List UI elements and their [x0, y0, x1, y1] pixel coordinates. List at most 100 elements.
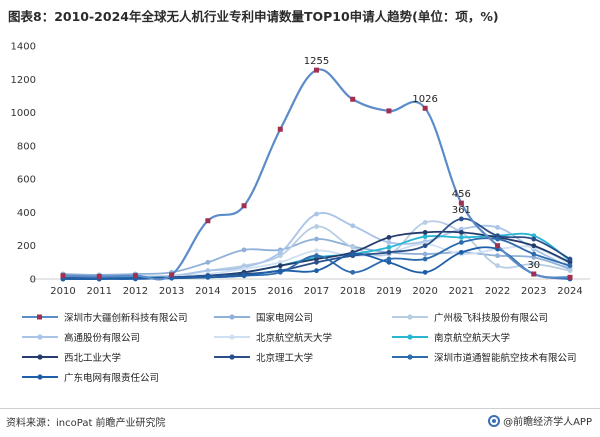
- x-tick-label: 2024: [557, 286, 582, 297]
- data-point: [60, 273, 66, 279]
- legend-swatch: [22, 314, 58, 320]
- data-point: [567, 274, 573, 280]
- data-point: [422, 269, 428, 275]
- legend-label: 北京航空航天大学: [256, 333, 333, 344]
- data-point: [314, 248, 319, 254]
- chart-legend: 深圳市大疆创新科技有限公司 国家电网公司 广州极飞科技股份有限公司 高通股份有限公司北…: [20, 310, 595, 384]
- legend-item: 国家电网公司: [212, 310, 390, 324]
- data-point: [241, 203, 247, 209]
- data-point: [567, 268, 573, 274]
- source-note: 资料来源：incoPat 前瞻产业研究院: [6, 418, 166, 429]
- legend-item: 北京理工大学: [212, 350, 390, 364]
- data-point: [132, 273, 138, 279]
- data-point: [314, 253, 319, 259]
- data-point: [96, 274, 102, 280]
- legend-swatch: [392, 314, 428, 320]
- data-point: [531, 251, 537, 257]
- data-point: [495, 253, 500, 259]
- data-point: [531, 233, 537, 239]
- legend-item: 北京航空航天大学: [212, 330, 390, 344]
- legend-swatch: [392, 334, 428, 340]
- x-tick-label: 2022: [485, 286, 510, 297]
- brand-text: @前瞻经济学人APP: [503, 417, 592, 428]
- legend-label: 深圳市大疆创新科技有限公司: [64, 313, 188, 324]
- data-point: [205, 268, 211, 274]
- y-tick-label: 1200: [11, 75, 36, 86]
- data-point: [567, 256, 573, 262]
- x-tick-label: 2012: [123, 286, 148, 297]
- data-point: [458, 234, 464, 240]
- data-point: [277, 249, 283, 255]
- x-tick-label: 2017: [304, 286, 329, 297]
- x-tick-label: 2015: [231, 286, 256, 297]
- legend-swatch: [214, 314, 250, 320]
- legend-item: 深圳市大疆创新科技有限公司: [20, 310, 212, 324]
- y-tick-label: 200: [17, 241, 36, 252]
- data-point: [531, 236, 537, 242]
- data-point: [386, 244, 392, 250]
- data-point: [422, 105, 428, 111]
- data-label: 361: [452, 205, 471, 216]
- legend-swatch: [22, 334, 58, 340]
- y-tick-label: 800: [17, 141, 36, 152]
- brand-logo-icon: [488, 414, 501, 427]
- data-label: 1255: [304, 56, 329, 67]
- series-line: [62, 212, 571, 278]
- legend-swatch: [214, 354, 250, 360]
- data-point: [422, 234, 428, 239]
- data-point: [422, 230, 428, 235]
- data-point: [350, 96, 356, 102]
- data-point: [350, 251, 356, 257]
- data-point: [314, 211, 319, 217]
- legend-swatch: [22, 374, 58, 380]
- y-tick-label: 1000: [11, 108, 36, 119]
- chart-title: 图表8：2010-2024年全球无人机行业专利申请数量TOP10申请人趋势(单位…: [8, 9, 499, 24]
- data-point: [314, 268, 319, 274]
- data-point: [386, 256, 392, 262]
- data-point: [205, 274, 211, 280]
- data-point: [422, 220, 428, 225]
- data-point: [314, 256, 319, 262]
- data-point: [314, 224, 319, 229]
- data-point: [277, 253, 283, 259]
- data-point: [241, 247, 247, 253]
- data-point: [241, 273, 247, 279]
- data-point: [314, 259, 319, 265]
- x-tick-label: 2013: [159, 286, 184, 297]
- data-point: [386, 234, 392, 240]
- legend-item: 广州极飞科技股份有限公司: [390, 310, 595, 324]
- y-tick-label: 0: [30, 275, 36, 286]
- data-point: [386, 108, 392, 114]
- x-tick-label: 2011: [86, 286, 111, 297]
- legend-swatch: [22, 354, 58, 360]
- legend-label: 西北工业大学: [64, 353, 122, 364]
- data-point: [386, 249, 392, 255]
- data-point: [495, 243, 501, 249]
- data-point: [495, 233, 500, 239]
- legend-item: 深圳市道通智能航空技术有限公司: [390, 350, 595, 364]
- x-tick-label: 2021: [449, 286, 474, 297]
- y-tick-label: 400: [17, 208, 36, 219]
- data-point: [495, 225, 500, 230]
- x-tick-label: 2020: [412, 286, 437, 297]
- data-point: [386, 239, 392, 245]
- data-point: [350, 223, 356, 229]
- data-point: [531, 254, 537, 260]
- data-point: [314, 236, 319, 242]
- data-point: [314, 67, 319, 73]
- legend-item: 高通股份有限公司: [20, 330, 212, 344]
- data-point: [567, 259, 573, 265]
- data-point: [458, 200, 464, 206]
- data-label: 1026: [412, 94, 437, 105]
- data-point: [277, 268, 283, 274]
- footer-divider: [0, 408, 600, 409]
- data-point: [241, 266, 247, 272]
- data-label: 30: [527, 260, 540, 271]
- brand-credit: @前瞻经济学人APP: [488, 413, 592, 428]
- legend-label: 深圳市道通智能航空技术有限公司: [434, 353, 577, 364]
- legend-label: 北京理工大学: [256, 353, 314, 364]
- legend-label: 高通股份有限公司: [64, 333, 141, 344]
- legend-label: 南京航空航天大学: [434, 333, 511, 344]
- data-label: 456: [452, 189, 471, 200]
- data-point: [531, 271, 537, 277]
